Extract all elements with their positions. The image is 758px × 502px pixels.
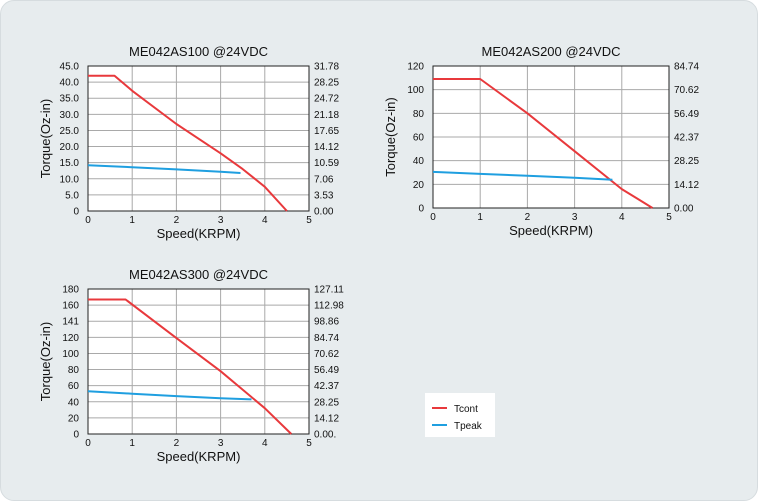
legend-label-tpeak: Tpeak — [454, 421, 483, 432]
chart-title: ME042AS100 @24VDC — [129, 44, 268, 59]
y2-tick-label: 112.98 — [314, 301, 344, 312]
y2-tick-label: 0.00. — [314, 430, 336, 441]
y-tick-label: 20 — [68, 413, 80, 424]
y2-tick-label: 0.00 — [314, 207, 334, 218]
y2-tick-label: 42.37 — [314, 381, 339, 392]
legend-label-tcont: Tcont — [454, 404, 478, 415]
series-line-tpeak — [87, 390, 252, 401]
series-line-tpeak — [87, 164, 241, 174]
plot-area — [88, 289, 309, 434]
x-axis-title: Speed(KRPM) — [157, 449, 241, 464]
y-tick-label: 120 — [62, 333, 79, 344]
legend-box — [425, 393, 495, 437]
y-tick-label: 180 — [62, 285, 79, 296]
x-tick-label: 5 — [306, 438, 312, 449]
y2-tick-label: 56.49 — [314, 365, 339, 376]
x-tick-label: 0 — [85, 215, 91, 226]
y2-tick-label: 28.25 — [314, 78, 339, 89]
y-tick-label: 40 — [413, 156, 425, 167]
y-axis-title: Torque(Oz-in) — [383, 97, 398, 176]
y2-tick-label: 14.12 — [314, 142, 339, 153]
x-tick-label: 5 — [306, 215, 312, 226]
y-tick-label: 10.0 — [60, 174, 80, 185]
y-tick-label: 60 — [413, 133, 425, 144]
chart-title: ME042AS300 @24VDC — [129, 267, 268, 282]
y-tick-label: 40.0 — [60, 78, 80, 89]
y-tick-label: 100 — [407, 85, 424, 96]
y2-tick-label: 28.25 — [314, 397, 339, 408]
y2-tick-label: 10.59 — [314, 158, 339, 169]
x-tick-label: 2 — [174, 215, 180, 226]
y-tick-label: 100 — [62, 349, 79, 360]
y-tick-label: 5.0 — [65, 190, 79, 201]
plot-frame — [87, 65, 310, 212]
series-line-tpeak — [432, 170, 613, 181]
x-tick-label: 0 — [430, 212, 436, 223]
x-tick-label: 3 — [572, 212, 578, 223]
y-tick-label: 141 — [62, 317, 79, 328]
x-tick-label: 1 — [477, 212, 483, 223]
y-tick-label: 160 — [62, 301, 79, 312]
y-tick-label: 80 — [68, 365, 80, 376]
y-tick-label: 0 — [73, 430, 79, 441]
y2-tick-label: 28.25 — [674, 156, 699, 167]
x-axis-title: Speed(KRPM) — [509, 223, 593, 238]
x-tick-label: 0 — [85, 438, 91, 449]
y-axis-title: Torque(Oz-in) — [38, 99, 53, 178]
y2-tick-label: 0.00 — [674, 204, 694, 215]
x-axis-title: Speed(KRPM) — [157, 226, 241, 241]
y2-tick-label: 70.62 — [674, 85, 699, 96]
y-tick-label: 15.0 — [60, 158, 80, 169]
y2-tick-label: 14.12 — [674, 180, 699, 191]
y-tick-label: 0 — [418, 204, 424, 215]
y2-tick-label: 21.18 — [314, 110, 339, 121]
y2-tick-label: 17.65 — [314, 126, 339, 137]
x-tick-label: 3 — [218, 215, 224, 226]
y2-tick-label: 7.06 — [314, 174, 334, 185]
y2-tick-label: 42.37 — [674, 133, 699, 144]
x-tick-label: 3 — [218, 438, 224, 449]
chart-title: ME042AS200 @24VDC — [482, 44, 621, 59]
y-tick-label: 35.0 — [60, 94, 80, 105]
y2-tick-label: 127.11 — [314, 285, 344, 296]
y2-tick-label: 98.86 — [314, 317, 339, 328]
y2-tick-label: 56.49 — [674, 109, 699, 120]
x-tick-label: 4 — [262, 215, 268, 226]
x-tick-label: 2 — [174, 438, 180, 449]
y2-tick-label: 31.78 — [314, 62, 339, 73]
series-line-tcont — [88, 74, 288, 212]
y2-tick-label: 84.74 — [674, 62, 699, 73]
y-tick-label: 20 — [413, 180, 425, 191]
x-tick-label: 4 — [262, 438, 268, 449]
y-tick-label: 25.0 — [60, 126, 80, 137]
x-tick-label: 1 — [129, 438, 135, 449]
plot-frame — [87, 288, 310, 435]
y2-tick-label: 84.74 — [314, 333, 339, 344]
y-tick-label: 120 — [407, 62, 424, 73]
series-line-tcont — [433, 78, 654, 209]
y-tick-label: 80 — [413, 109, 425, 120]
y2-tick-label: 14.12 — [314, 413, 339, 424]
y-tick-label: 45.0 — [60, 62, 80, 73]
x-tick-label: 5 — [666, 212, 672, 223]
y-tick-label: 30.0 — [60, 110, 80, 121]
y-axis-title: Torque(Oz-in) — [38, 322, 53, 401]
y-tick-label: 60 — [68, 381, 80, 392]
y2-tick-label: 24.72 — [314, 94, 339, 105]
y-tick-label: 20.0 — [60, 142, 80, 153]
x-tick-label: 2 — [525, 212, 531, 223]
plot-frame — [432, 65, 670, 209]
x-tick-label: 4 — [619, 212, 625, 223]
y2-tick-label: 3.53 — [314, 190, 334, 201]
y-tick-label: 0 — [73, 207, 79, 218]
y2-tick-label: 70.62 — [314, 349, 339, 360]
y-tick-label: 40 — [68, 397, 80, 408]
x-tick-label: 1 — [129, 215, 135, 226]
series-line-tcont — [88, 298, 292, 435]
